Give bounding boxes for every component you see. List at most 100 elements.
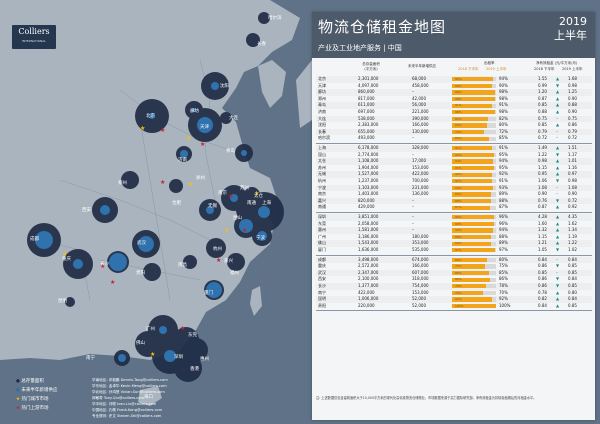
svg-text:★: ★ [160,127,165,134]
stock-value: 817,000 [358,95,375,101]
panel-header: 物流仓储租金地图 2019 上半年 产业及工业地产服务 | 中国 [312,12,595,58]
legend-item: ● 总存量面积 [16,379,44,384]
svg-text:★: ★ [216,257,221,264]
rent-prev: 0.85 [538,102,547,108]
future-supply: – [412,214,414,219]
trend-down-icon: ▼ [556,82,560,88]
table-row: 天津 4,097,000 458,000 90% 90% 0.99 ▼ 0.98 [316,83,592,90]
occupancy-prev: 78% [455,284,462,288]
occupancy-value: 94% [499,227,508,233]
rent-value: 1.51 [568,145,577,150]
occupancy-value: 92% [499,171,508,177]
trend-flat-icon: – [556,135,558,141]
rent-prev: 0.87 [538,95,547,101]
table-row: 哈尔滨 493,000 – 85% 85% 0.72 – 0.72 [316,135,592,142]
rent-prev: 0.84 [538,302,547,308]
trend-up-icon: ▲ [556,158,560,164]
map-label: 南京 [218,191,227,196]
rent-prev: 0.84 [538,256,547,262]
occupancy-prev: 72% [455,129,462,134]
stock-value: 1,403,000 [358,191,379,197]
occupancy-bar [452,241,492,246]
map-label: 海口 [144,395,153,400]
stock-value: 3,851,000 [358,214,379,219]
rent-prev: 0.85 [538,122,547,128]
occupancy-value: 75% [499,263,508,269]
upstream-stars: ★ ★ ★ ★ ★ ★ ★ ★ ★ [100,127,247,332]
map-label: 北京 [146,114,155,119]
future-supply: 754,000 [412,283,429,288]
legend-item: ★ 热门上游市场 [16,406,49,411]
map-label: 长沙 [100,262,109,267]
occupancy-value: 94% [499,158,508,164]
table-row: 廊坊 860,000 – 98% 98% 1.20 ▲ 1.25 [316,89,592,96]
map-label: 上海 [262,201,271,206]
occupancy-value: 100% [499,302,511,308]
rent-value: 1.34 [568,227,577,233]
contact-line: 华东地区: 孟卓华 Kevin.Meng@colliers.com [92,384,167,388]
hot-city-stars: ★ ★ ★ ★ ★ ★ ★ [62,125,259,358]
future-supply: 458,000 [412,82,429,88]
trend-up-icon: ▲ [556,233,560,239]
stock-value: 611,000 [358,102,375,108]
map-label: 长春 [257,42,266,47]
occupancy-prev: 98% [455,90,462,95]
trend-down-icon: ▼ [556,276,560,282]
table-row: 昆明 1,006,000 52,000 92% 92% 0.82 ▲ 0.84 [316,296,592,303]
stock-value: 538,000 [358,115,375,121]
trend-down-icon: ▼ [556,263,560,269]
city-name: 嘉兴 [318,197,326,203]
stock-value: 3,498,000 [358,256,379,262]
stock-value: 4,097,000 [358,82,379,88]
table-row: 佛山 1,543,000 353,000 89% 89% 1.21 ▲ 1.22 [316,240,592,247]
table-row: 沈阳 2,383,000 166,000 80% 80% 0.85 ▲ 0.86 [316,122,592,129]
future-supply: 153,000 [412,289,429,295]
map-label: 南通 [247,201,256,206]
occupancy-prev: 91% [455,103,462,108]
future-supply: – [412,89,414,95]
trend-up-icon: ▲ [556,145,560,150]
table-row: 苏州 1,904,000 153,000 95% 95% 1.15 ▲ 1.16 [316,165,592,172]
trend-up-icon: ▲ [556,95,560,101]
stock-value: 655,000 [358,128,375,134]
trend-up-icon: ▲ [556,171,560,177]
region-separator [316,310,592,312]
rent-prev: 1.15 [538,164,547,170]
rent-prev: 0.78 [538,289,547,295]
colliers-logo: Colliers INTERNATIONAL [12,25,56,49]
stock-value: 422,000 [358,289,375,295]
map-label: 昆明 [58,299,67,304]
stock-value: 2,301,000 [358,76,379,81]
occupancy-bar [452,290,483,295]
table-row: 西安 2,100,000 318,000 86% 86% 0.86 ▼ 0.84 [316,276,592,283]
region-separator [316,254,592,256]
map-label: 廊坊 [190,109,199,114]
city-name: 大连 [318,115,326,121]
occupancy-prev: 95% [455,77,462,81]
occupancy-bar [452,123,488,128]
svg-text:★: ★ [150,351,155,358]
rent-prev: 0.86 [538,276,547,282]
table-row: 北京 2,301,000 68,000 95% 94% 1.55 ▲ 1.68 [316,76,592,83]
occupancy-prev: 93% [455,185,462,190]
future-supply: 153,000 [412,164,429,170]
map-label: 太仓 [254,194,263,199]
map-label: 沈阳 [220,84,229,89]
city-name: 佛山 [318,240,326,246]
rent-value: 0.85 [568,269,577,275]
table-row: 宁波 1,103,000 231,000 93% 93% 1.08 – 1.08 [316,184,592,192]
stock-value: 1,904,000 [358,164,379,170]
rent-value: 0.84 [568,256,577,262]
col-occ-h1: 2019 上半年 [486,67,507,71]
table-row: 昆山 2,774,000 – 95% 95% 1.22 ▼ 1.17 [316,152,592,159]
occupancy-prev: 90% [455,83,462,88]
trend-up-icon: ▲ [556,227,560,233]
rent-prev: 0.75 [538,115,547,121]
occupancy-prev: 98% [455,110,462,114]
svg-text:★: ★ [186,135,191,142]
rent-value: 0.88 [568,102,577,108]
trend-up-icon: ▲ [556,89,560,95]
trend-down-icon: ▼ [556,247,560,252]
city-name: 贵阳 [318,302,326,308]
future-supply: 130,000 [412,128,429,134]
